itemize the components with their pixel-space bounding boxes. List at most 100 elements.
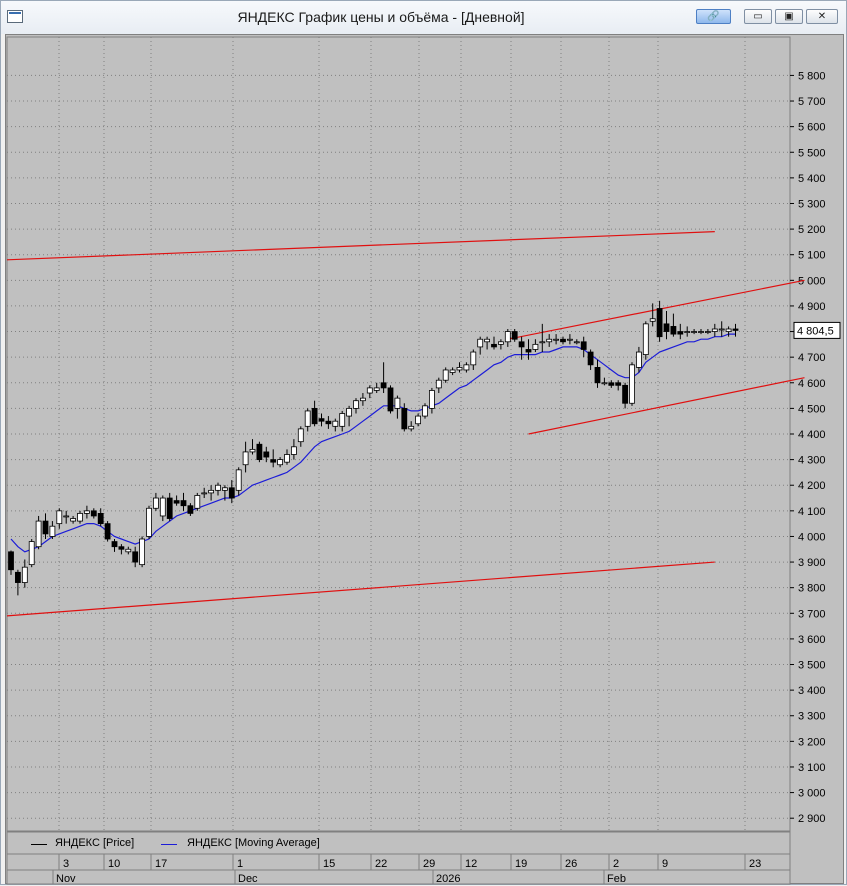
title-bar[interactable]: ЯНДЕКС График цены и объёма - [Дневной] … xyxy=(1,1,846,34)
candle-body[interactable] xyxy=(677,331,684,335)
candle-body[interactable] xyxy=(56,510,63,525)
candle-body[interactable] xyxy=(560,338,566,343)
candle-body[interactable] xyxy=(235,469,242,491)
candle-body[interactable] xyxy=(277,459,284,466)
candle-body[interactable] xyxy=(594,367,601,384)
candle-body[interactable] xyxy=(732,328,739,331)
candle-body[interactable] xyxy=(408,425,415,430)
candle-body[interactable] xyxy=(118,546,125,550)
candle-body[interactable] xyxy=(14,571,21,583)
candle-body[interactable] xyxy=(484,338,491,343)
candle-body[interactable] xyxy=(567,338,573,341)
candle-body[interactable] xyxy=(70,518,76,522)
candle-body[interactable] xyxy=(532,343,539,350)
candle-body[interactable] xyxy=(656,308,663,338)
candle-body[interactable] xyxy=(691,331,697,333)
candle-body[interactable] xyxy=(318,418,325,422)
candle-body[interactable] xyxy=(166,497,173,519)
candle-body[interactable] xyxy=(394,397,401,409)
candle-body[interactable] xyxy=(373,387,380,391)
candle-body[interactable] xyxy=(463,364,470,371)
candle-body[interactable] xyxy=(146,507,152,537)
candle-body[interactable] xyxy=(608,382,615,386)
close-button[interactable]: ✕ xyxy=(806,9,838,24)
candle-body[interactable] xyxy=(90,510,97,517)
candle-body[interactable] xyxy=(263,451,270,458)
candle-body[interactable] xyxy=(718,328,725,331)
candle-body[interactable] xyxy=(84,510,90,514)
candle-body[interactable] xyxy=(152,497,159,509)
candle-body[interactable] xyxy=(97,513,104,525)
candle-body[interactable] xyxy=(477,338,484,348)
candle-body[interactable] xyxy=(511,331,518,340)
candle-body[interactable] xyxy=(221,487,228,491)
candle-body[interactable] xyxy=(77,513,83,522)
candle-body[interactable] xyxy=(366,387,373,394)
candle-body[interactable] xyxy=(449,369,456,373)
candle-body[interactable] xyxy=(587,351,594,366)
candle-body[interactable] xyxy=(208,489,215,494)
candle-body[interactable] xyxy=(194,495,201,509)
candle-body[interactable] xyxy=(428,390,435,409)
candle-body[interactable] xyxy=(456,367,463,371)
candle-body[interactable] xyxy=(387,387,394,412)
candle-body[interactable] xyxy=(215,484,221,491)
candle-body[interactable] xyxy=(601,382,608,385)
maximize-button[interactable]: ▣ xyxy=(775,9,803,24)
candle-body[interactable] xyxy=(553,338,559,341)
candle-body[interactable] xyxy=(139,538,146,566)
candle-body[interactable] xyxy=(8,551,14,571)
candle-body[interactable] xyxy=(63,515,70,518)
candle-body[interactable] xyxy=(497,341,504,345)
candle-body[interactable] xyxy=(187,505,194,514)
candle-body[interactable] xyxy=(339,413,346,427)
candle-body[interactable] xyxy=(622,384,628,404)
candle-body[interactable] xyxy=(442,369,449,381)
candle-body[interactable] xyxy=(42,520,49,535)
candle-body[interactable] xyxy=(642,323,649,355)
app-icon[interactable] xyxy=(7,10,23,23)
candle-body[interactable] xyxy=(353,400,359,409)
plot-area[interactable] xyxy=(6,36,791,832)
candle-body[interactable] xyxy=(380,382,387,389)
candle-body[interactable] xyxy=(401,407,408,430)
candle-body[interactable] xyxy=(325,420,332,425)
candle-body[interactable] xyxy=(311,407,318,425)
candle-body[interactable] xyxy=(670,326,677,335)
candle-body[interactable] xyxy=(698,331,704,333)
candle-body[interactable] xyxy=(725,328,732,332)
link-icon[interactable]: 🔗 xyxy=(696,9,731,24)
candle-body[interactable] xyxy=(359,397,366,402)
candle-body[interactable] xyxy=(173,500,180,504)
candle-body[interactable] xyxy=(435,379,442,389)
candle-body[interactable] xyxy=(201,492,208,495)
candle-body[interactable] xyxy=(649,318,656,322)
candle-body[interactable] xyxy=(615,382,622,386)
candle-body[interactable] xyxy=(35,520,42,548)
candle-body[interactable] xyxy=(422,405,428,417)
candle-body[interactable] xyxy=(111,541,118,548)
candle-body[interactable] xyxy=(518,341,525,348)
candle-body[interactable] xyxy=(270,459,277,463)
candle-body[interactable] xyxy=(159,497,166,517)
candle-body[interactable] xyxy=(415,415,422,425)
candle-body[interactable] xyxy=(705,331,711,333)
candle-body[interactable] xyxy=(346,407,353,417)
candle-body[interactable] xyxy=(256,443,263,461)
candle-body[interactable] xyxy=(104,523,111,540)
minimize-button[interactable]: ▭ xyxy=(744,9,772,24)
candle-body[interactable] xyxy=(290,446,297,455)
candle-body[interactable] xyxy=(304,410,311,427)
candle-body[interactable] xyxy=(504,331,511,343)
candle-body[interactable] xyxy=(573,341,580,344)
candle-body[interactable] xyxy=(21,566,28,583)
candle-body[interactable] xyxy=(580,341,587,350)
candle-body[interactable] xyxy=(663,323,670,332)
candle-body[interactable] xyxy=(297,428,304,443)
candle-body[interactable] xyxy=(125,548,132,553)
candle-body[interactable] xyxy=(28,541,35,566)
candle-body[interactable] xyxy=(470,351,477,366)
candle-body[interactable] xyxy=(636,351,642,368)
candle-body[interactable] xyxy=(539,341,546,344)
